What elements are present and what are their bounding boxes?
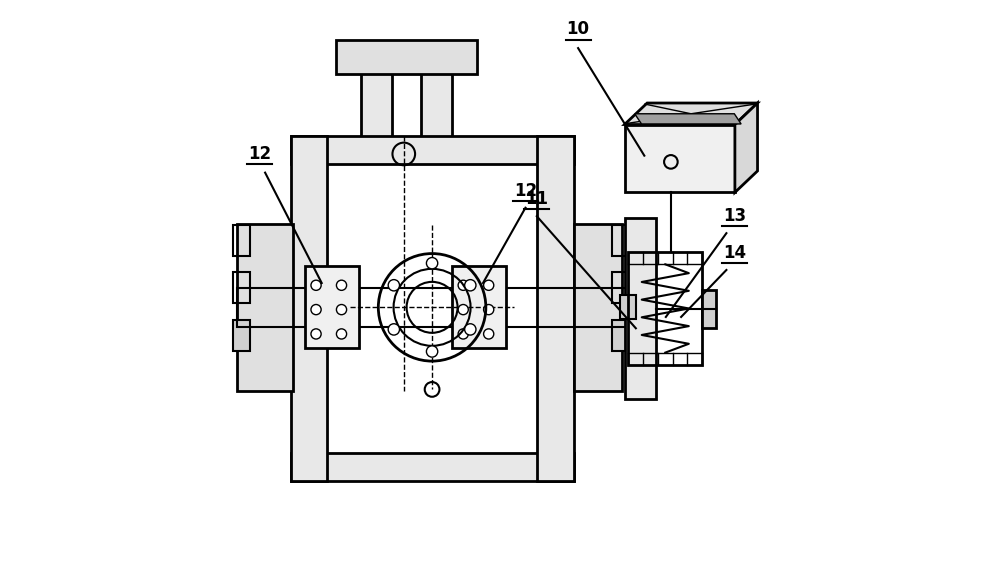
Bar <box>702 290 716 328</box>
Bar <box>452 266 506 348</box>
Text: 11: 11 <box>525 190 548 208</box>
Circle shape <box>458 329 468 339</box>
Bar <box>612 320 628 351</box>
Bar <box>628 252 702 365</box>
Circle shape <box>388 324 400 335</box>
Bar <box>612 225 628 256</box>
Bar <box>305 266 358 348</box>
Circle shape <box>458 280 468 290</box>
Text: 13: 13 <box>723 207 746 225</box>
Bar <box>233 272 250 303</box>
Bar <box>233 225 250 256</box>
Circle shape <box>484 305 494 315</box>
Circle shape <box>311 280 321 290</box>
Text: 14: 14 <box>723 244 746 262</box>
Bar <box>291 136 327 481</box>
Bar <box>233 320 250 351</box>
Bar <box>537 136 574 481</box>
Bar <box>237 288 639 327</box>
Circle shape <box>388 280 400 291</box>
Circle shape <box>484 329 494 339</box>
Bar <box>625 125 735 192</box>
Circle shape <box>484 280 494 290</box>
Circle shape <box>426 346 438 357</box>
Circle shape <box>336 280 347 290</box>
Polygon shape <box>635 114 741 124</box>
Polygon shape <box>625 103 758 125</box>
Circle shape <box>336 305 347 315</box>
Text: 12: 12 <box>248 145 271 163</box>
Circle shape <box>311 329 321 339</box>
Bar <box>625 218 656 399</box>
Circle shape <box>336 329 347 339</box>
Circle shape <box>465 324 476 335</box>
Polygon shape <box>735 103 758 192</box>
Circle shape <box>311 305 321 315</box>
Circle shape <box>458 305 468 315</box>
Bar <box>574 224 622 391</box>
Bar <box>612 272 628 303</box>
Text: 12: 12 <box>514 182 537 200</box>
Bar <box>620 295 636 319</box>
Bar <box>291 453 574 481</box>
Circle shape <box>426 258 438 269</box>
Bar <box>361 45 392 139</box>
Bar <box>421 45 452 139</box>
Bar <box>336 40 477 74</box>
Circle shape <box>465 280 476 291</box>
Text: 10: 10 <box>567 20 590 38</box>
Bar <box>237 224 293 391</box>
Bar <box>291 136 574 164</box>
